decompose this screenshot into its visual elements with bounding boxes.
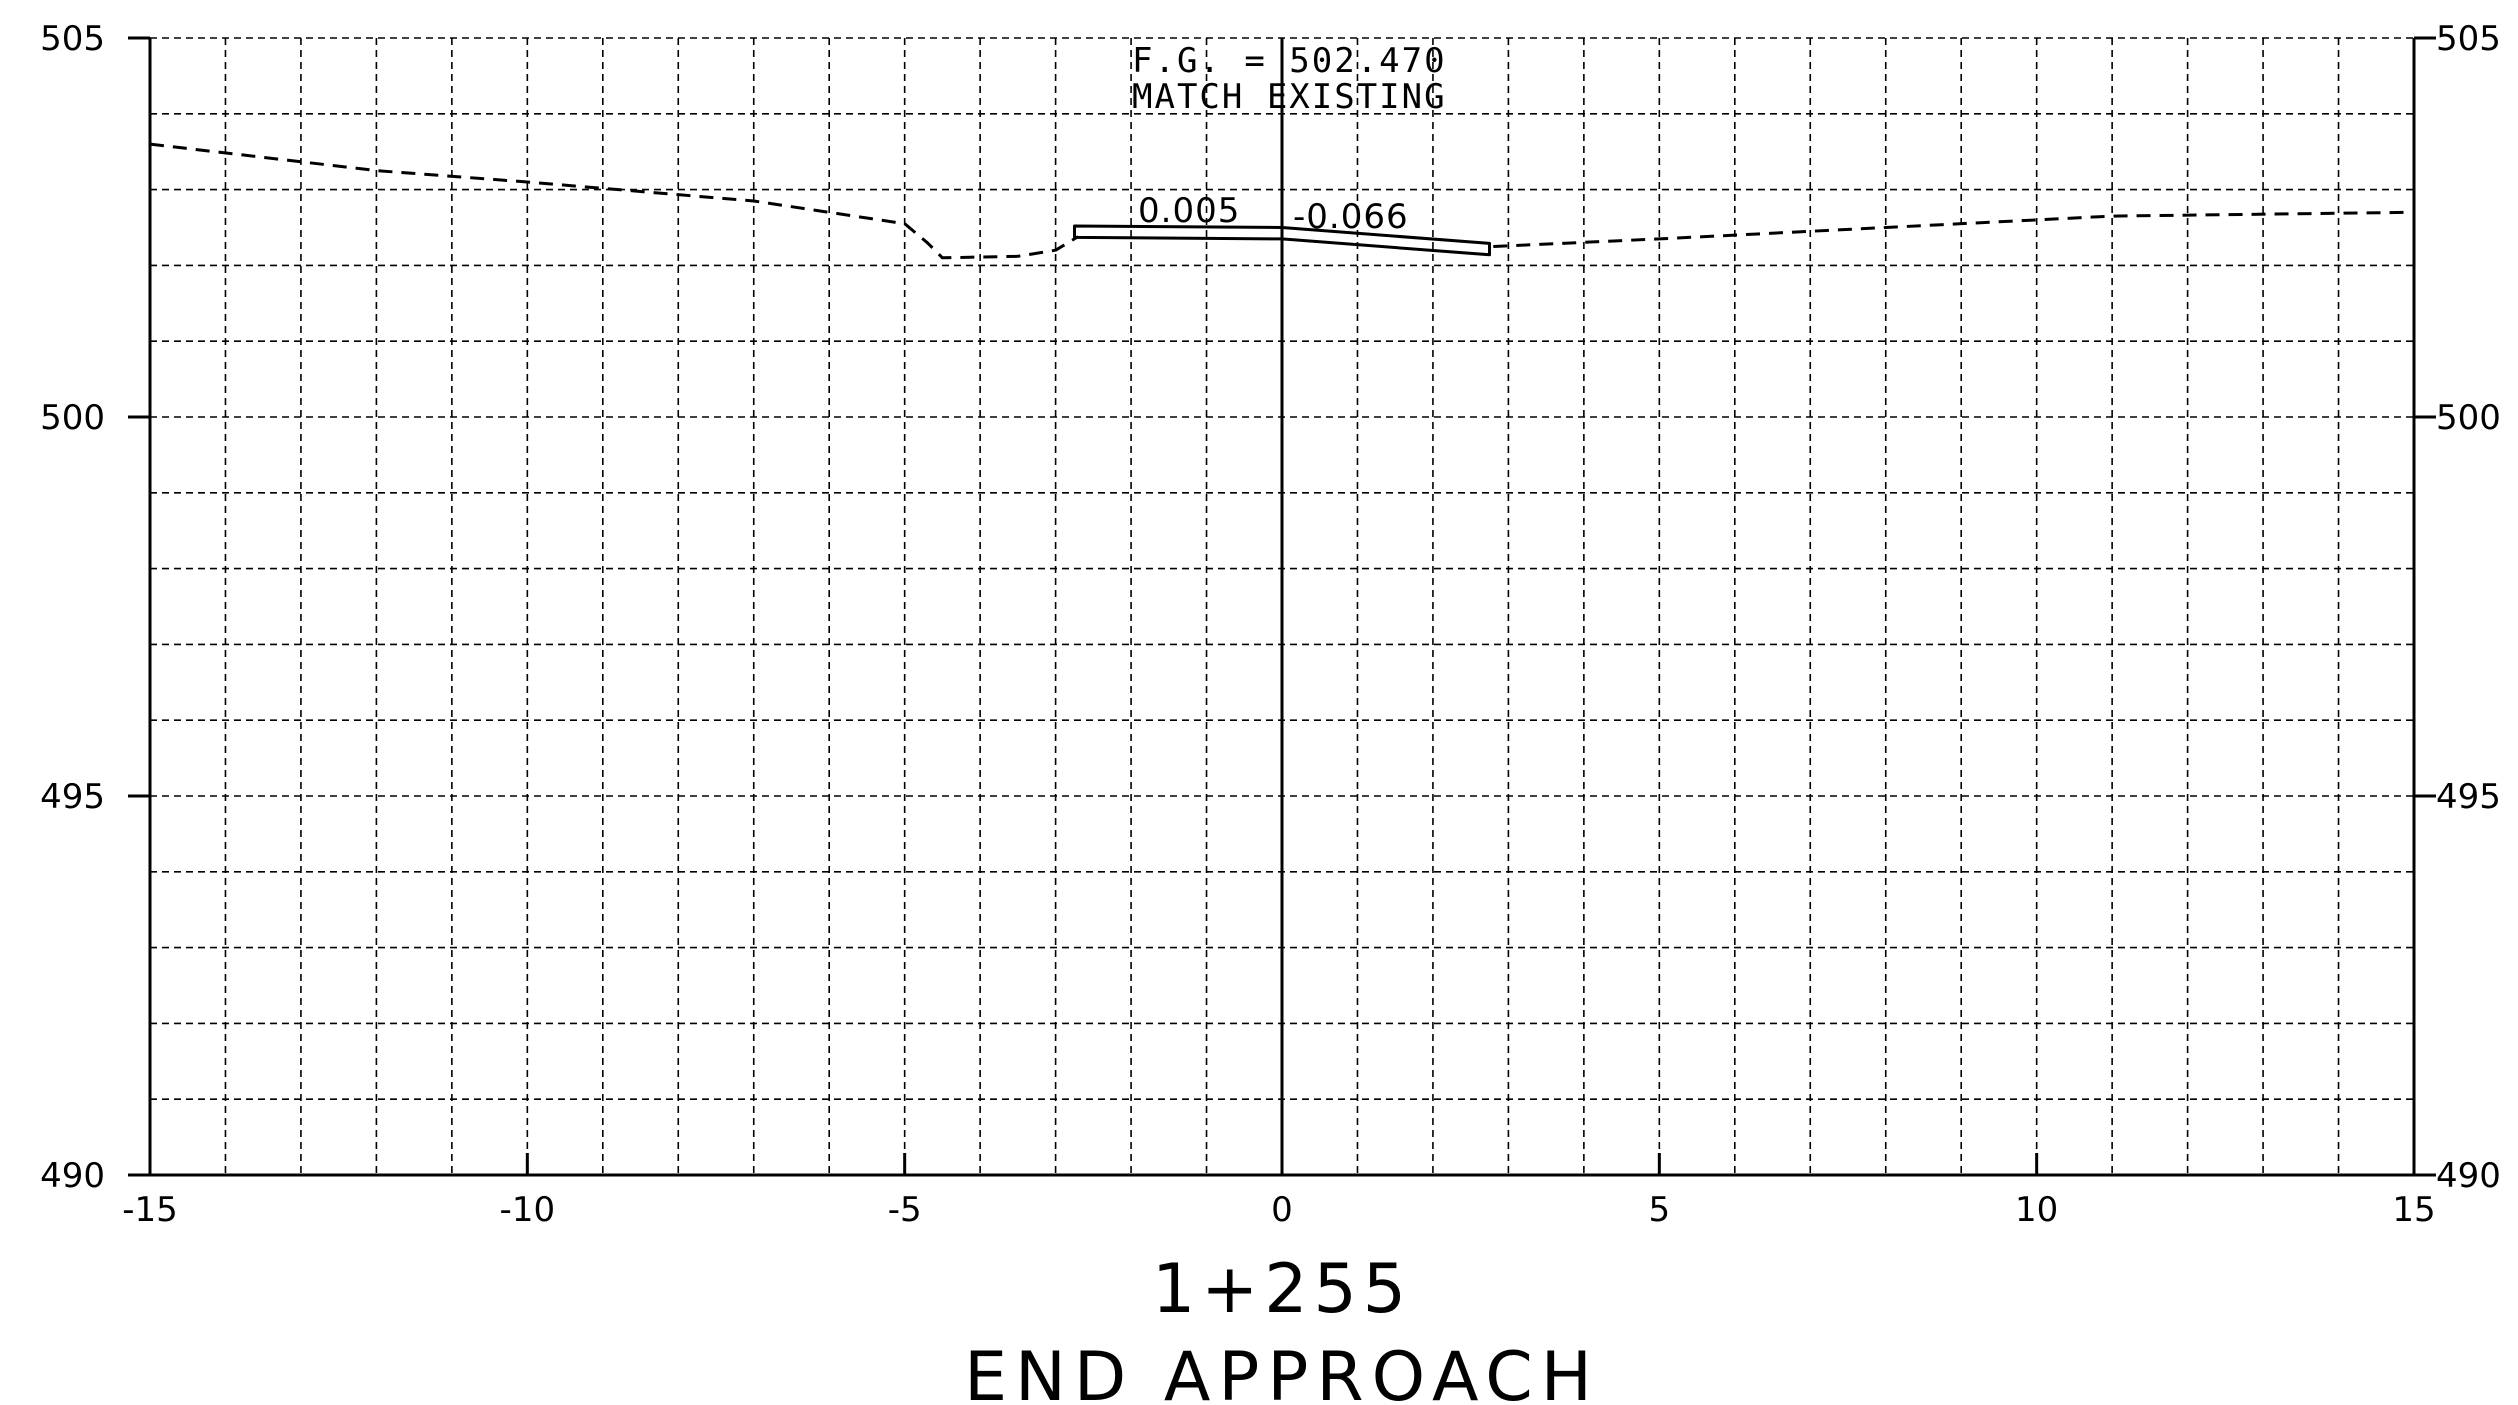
finished-grade-label: F.G. = 502.470 bbox=[1132, 41, 1447, 81]
section-title: END APPROACH bbox=[964, 1338, 1600, 1405]
match-existing-label: MATCH EXISTING bbox=[1132, 77, 1447, 117]
pavement-section bbox=[1073, 224, 1491, 257]
station-label: 1+255 bbox=[1152, 1250, 1412, 1329]
y-tick-label-right: 495 bbox=[2436, 777, 2501, 817]
profile-lines bbox=[149, 142, 2415, 260]
right-slope-label: -0.066 bbox=[1293, 197, 1409, 237]
existing-ground-left bbox=[149, 142, 1079, 260]
y-tick-label-left: 490 bbox=[40, 1156, 105, 1196]
x-tick-label: 10 bbox=[2015, 1190, 2058, 1230]
y-tick-label-left: 505 bbox=[40, 19, 105, 59]
y-tick-label-left: 500 bbox=[40, 398, 105, 438]
x-tick-label: -5 bbox=[888, 1190, 922, 1230]
y-tick-label-right: 490 bbox=[2436, 1156, 2501, 1196]
y-tick-label-left: 495 bbox=[40, 777, 105, 817]
x-tick-label: -10 bbox=[500, 1190, 556, 1230]
x-tick-label: 0 bbox=[1271, 1190, 1293, 1230]
x-tick-label: 15 bbox=[2392, 1190, 2435, 1230]
left-slope-label: 0.005 bbox=[1138, 191, 1240, 231]
x-tick-label: -15 bbox=[122, 1190, 178, 1230]
y-tick-label-right: 505 bbox=[2436, 19, 2501, 59]
tick-labels: 490 490 495 495 500 500 505 505 -15 -10 -5 0 5 10 15 bbox=[40, 19, 2501, 1230]
y-tick-label-right: 500 bbox=[2436, 398, 2501, 438]
existing-ground-right bbox=[1493, 210, 2415, 248]
x-tick-label: 5 bbox=[1649, 1190, 1671, 1230]
axes bbox=[128, 36, 2436, 1177]
